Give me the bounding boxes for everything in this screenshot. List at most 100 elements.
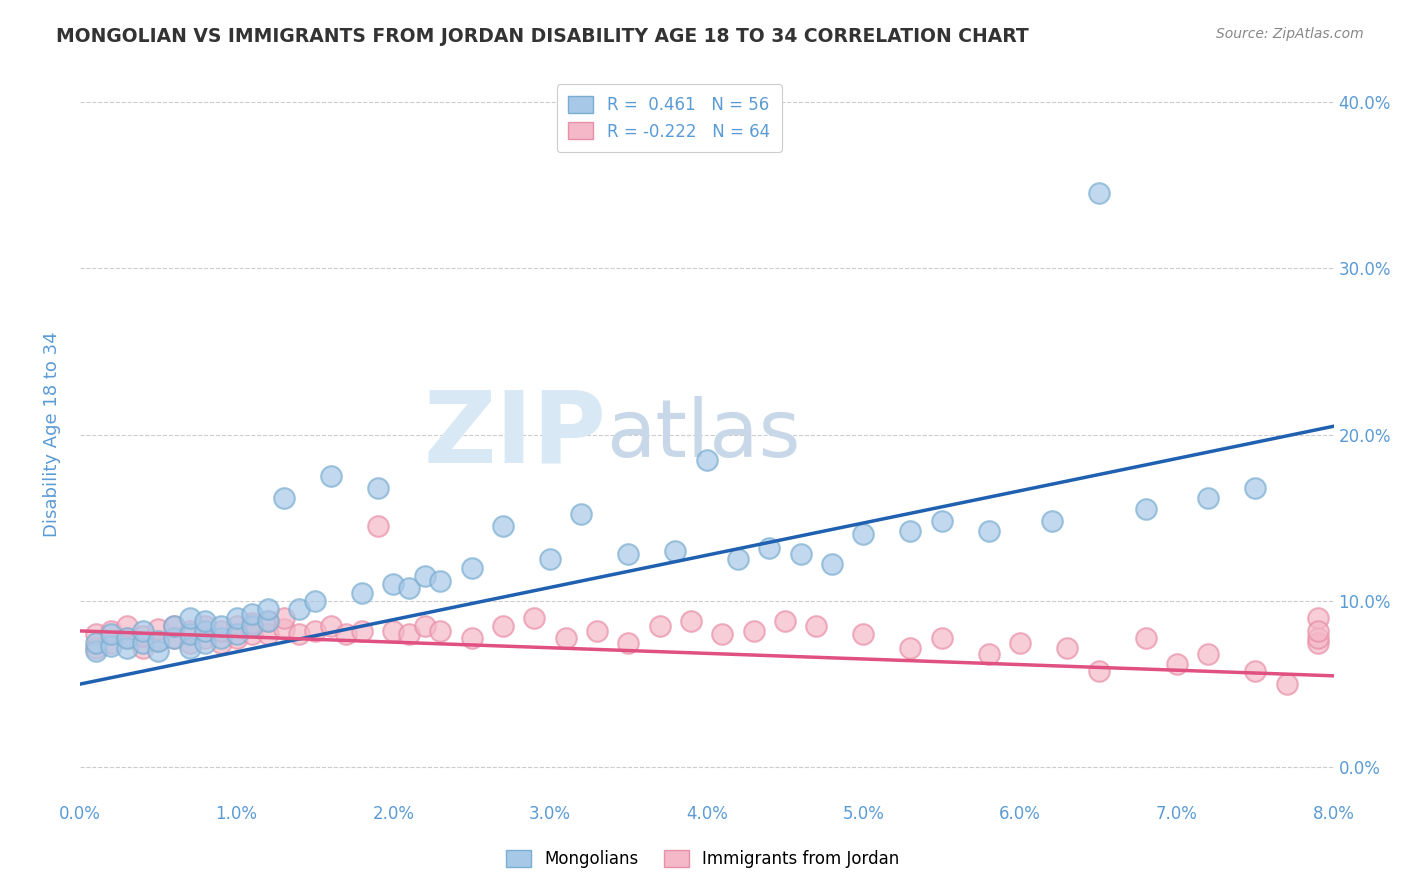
Legend: R =  0.461   N = 56, R = -0.222   N = 64: R = 0.461 N = 56, R = -0.222 N = 64 xyxy=(557,84,782,153)
Point xyxy=(1087,186,1109,201)
Point xyxy=(460,631,482,645)
Point xyxy=(100,624,122,638)
Point xyxy=(115,631,138,645)
Point xyxy=(257,602,280,616)
Point xyxy=(131,629,153,643)
Point xyxy=(586,624,609,638)
Point xyxy=(742,624,765,638)
Point xyxy=(681,614,703,628)
Point xyxy=(194,635,217,649)
Point xyxy=(492,619,515,633)
Point xyxy=(304,594,326,608)
Point xyxy=(398,627,420,641)
Point xyxy=(209,619,232,633)
Text: atlas: atlas xyxy=(606,395,801,474)
Point xyxy=(100,639,122,653)
Point xyxy=(225,610,247,624)
Point xyxy=(319,469,342,483)
Point xyxy=(163,631,186,645)
Point xyxy=(1135,502,1157,516)
Point xyxy=(711,627,734,641)
Point xyxy=(523,610,546,624)
Point xyxy=(257,614,280,628)
Point xyxy=(84,635,107,649)
Point xyxy=(240,607,263,622)
Point xyxy=(1306,610,1329,624)
Point xyxy=(209,635,232,649)
Point xyxy=(288,627,311,641)
Point xyxy=(1056,640,1078,655)
Point xyxy=(148,633,170,648)
Point xyxy=(240,619,263,633)
Point xyxy=(163,619,186,633)
Point xyxy=(790,547,813,561)
Point xyxy=(179,635,201,649)
Point xyxy=(1306,631,1329,645)
Point xyxy=(257,627,280,641)
Point xyxy=(288,602,311,616)
Point xyxy=(931,631,953,645)
Point xyxy=(335,627,357,641)
Point xyxy=(1040,514,1063,528)
Point xyxy=(304,624,326,638)
Point xyxy=(163,619,186,633)
Point xyxy=(225,619,247,633)
Point xyxy=(821,558,844,572)
Y-axis label: Disability Age 18 to 34: Disability Age 18 to 34 xyxy=(44,332,60,537)
Point xyxy=(131,624,153,638)
Point xyxy=(319,619,342,633)
Point xyxy=(84,644,107,658)
Point xyxy=(367,481,389,495)
Point xyxy=(163,631,186,645)
Point xyxy=(194,614,217,628)
Point xyxy=(1135,631,1157,645)
Point xyxy=(1010,635,1032,649)
Point xyxy=(179,610,201,624)
Point xyxy=(367,519,389,533)
Point xyxy=(554,631,576,645)
Point xyxy=(84,640,107,655)
Point xyxy=(773,614,796,628)
Text: MONGOLIAN VS IMMIGRANTS FROM JORDAN DISABILITY AGE 18 TO 34 CORRELATION CHART: MONGOLIAN VS IMMIGRANTS FROM JORDAN DISA… xyxy=(56,27,1029,45)
Point xyxy=(209,624,232,638)
Point xyxy=(179,624,201,638)
Point xyxy=(148,644,170,658)
Point xyxy=(806,619,828,633)
Point xyxy=(273,491,295,505)
Point xyxy=(758,541,780,555)
Point xyxy=(194,631,217,645)
Point xyxy=(900,524,922,538)
Point xyxy=(115,619,138,633)
Point xyxy=(382,624,405,638)
Point xyxy=(1275,677,1298,691)
Point xyxy=(382,577,405,591)
Point xyxy=(240,627,263,641)
Point xyxy=(84,627,107,641)
Point xyxy=(194,624,217,638)
Point xyxy=(696,452,718,467)
Point xyxy=(852,627,875,641)
Point xyxy=(1244,481,1267,495)
Point xyxy=(273,622,295,636)
Point xyxy=(977,524,1000,538)
Point xyxy=(429,574,451,588)
Point xyxy=(492,519,515,533)
Text: ZIP: ZIP xyxy=(423,386,606,483)
Point xyxy=(900,640,922,655)
Point xyxy=(148,622,170,636)
Point xyxy=(257,614,280,628)
Point xyxy=(648,619,671,633)
Point xyxy=(398,581,420,595)
Point xyxy=(617,547,640,561)
Point xyxy=(240,615,263,630)
Point xyxy=(977,647,1000,661)
Point xyxy=(1166,657,1188,672)
Point xyxy=(1244,664,1267,678)
Point xyxy=(727,552,749,566)
Point xyxy=(148,633,170,648)
Point xyxy=(569,508,592,522)
Point xyxy=(664,544,686,558)
Point xyxy=(273,610,295,624)
Point xyxy=(100,635,122,649)
Point xyxy=(115,631,138,645)
